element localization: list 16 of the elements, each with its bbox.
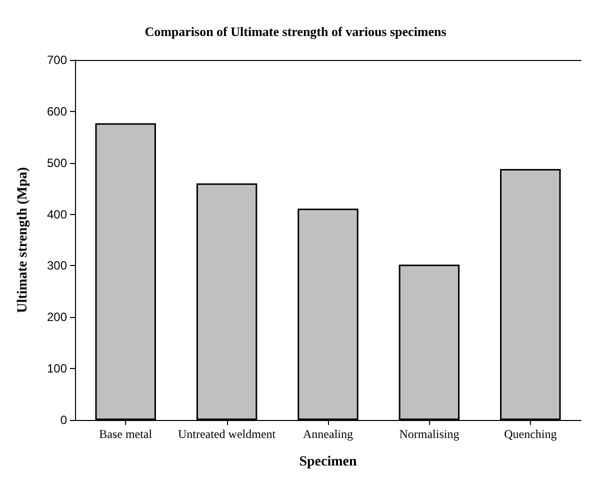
chart-title: Comparison of Ultimate strength of various specimens xyxy=(144,24,446,39)
y-tick-label: 100 xyxy=(46,362,68,376)
y-tick-label: 700 xyxy=(46,53,68,67)
x-axis-title: Specimen xyxy=(299,454,357,470)
y-tick-label: 200 xyxy=(46,310,68,324)
x-tick-label: Quenching xyxy=(504,427,557,441)
y-tick-label: 400 xyxy=(46,207,68,222)
x-tick-label: Normalising xyxy=(399,427,460,441)
y-tick-label: 600 xyxy=(46,104,68,118)
x-tick-label: Annealing xyxy=(303,427,353,441)
x-tick-label: Untreated weldment xyxy=(178,427,276,441)
x-tick-label: Base metal xyxy=(99,427,153,441)
y-tick-label: 500 xyxy=(46,156,68,170)
y-axis-title: Ultimate strength (Mpa) xyxy=(16,166,30,313)
y-tick-label: 300 xyxy=(46,258,68,273)
y-tick-label: 0 xyxy=(60,413,68,427)
